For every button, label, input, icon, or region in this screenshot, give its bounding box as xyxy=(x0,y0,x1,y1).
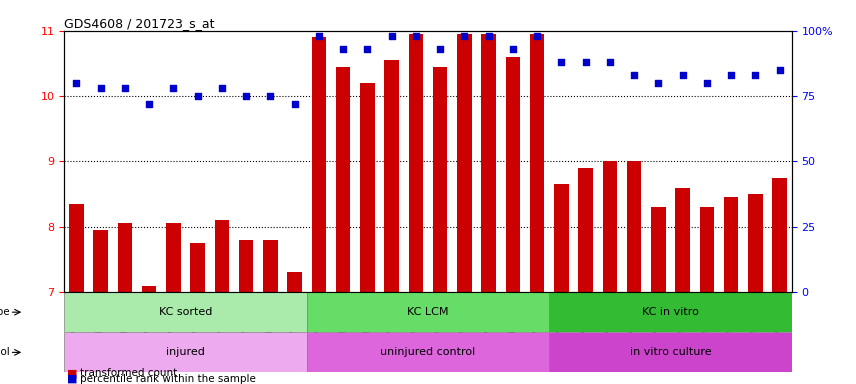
Text: in vitro culture: in vitro culture xyxy=(630,348,711,358)
Bar xyxy=(384,60,399,292)
Bar xyxy=(69,204,84,292)
Bar xyxy=(117,223,132,292)
Point xyxy=(264,93,277,99)
Bar xyxy=(506,57,520,292)
Bar xyxy=(64,332,306,372)
Bar xyxy=(263,240,277,292)
Point xyxy=(700,80,714,86)
Point xyxy=(312,33,325,39)
Point xyxy=(239,93,253,99)
Point xyxy=(384,33,398,39)
Bar xyxy=(772,178,787,292)
Point xyxy=(360,46,374,52)
Bar xyxy=(675,187,690,292)
Point xyxy=(457,33,471,39)
Bar xyxy=(481,34,496,292)
Bar xyxy=(651,207,666,292)
Bar xyxy=(603,161,617,292)
Point xyxy=(336,46,350,52)
Point xyxy=(433,46,447,52)
Bar xyxy=(336,67,350,292)
Bar xyxy=(748,194,763,292)
Text: KC sorted: KC sorted xyxy=(158,307,212,317)
Bar xyxy=(724,197,739,292)
Text: KC in vitro: KC in vitro xyxy=(642,307,699,317)
Text: protocol: protocol xyxy=(0,348,9,358)
Point xyxy=(555,59,568,65)
Point xyxy=(191,93,205,99)
Point xyxy=(773,67,787,73)
Bar xyxy=(550,292,792,332)
Point xyxy=(651,80,665,86)
Bar xyxy=(312,37,326,292)
Text: injured: injured xyxy=(166,348,205,358)
Point xyxy=(215,85,229,91)
Point xyxy=(166,85,180,91)
Bar xyxy=(288,273,302,292)
Bar xyxy=(166,223,181,292)
Point xyxy=(627,72,641,78)
Point xyxy=(506,46,520,52)
Bar xyxy=(215,220,229,292)
Point xyxy=(748,72,763,78)
Text: KC LCM: KC LCM xyxy=(407,307,449,317)
Bar xyxy=(408,34,423,292)
Text: GDS4608 / 201723_s_at: GDS4608 / 201723_s_at xyxy=(64,17,215,30)
Text: ■: ■ xyxy=(67,368,77,378)
Bar xyxy=(306,332,550,372)
Bar xyxy=(579,168,593,292)
Bar xyxy=(627,161,641,292)
Point xyxy=(603,59,616,65)
Text: transformed count: transformed count xyxy=(80,368,177,378)
Point xyxy=(482,33,496,39)
Bar xyxy=(142,286,157,292)
Point xyxy=(142,101,156,107)
Point xyxy=(724,72,738,78)
Bar xyxy=(550,332,792,372)
Point xyxy=(530,33,544,39)
Point xyxy=(118,85,132,91)
Text: uninjured control: uninjured control xyxy=(380,348,476,358)
Point xyxy=(288,101,301,107)
Text: ■: ■ xyxy=(67,374,77,384)
Bar xyxy=(554,184,568,292)
Point xyxy=(69,80,83,86)
Bar xyxy=(190,243,205,292)
Bar xyxy=(64,292,306,332)
Bar xyxy=(306,292,550,332)
Bar xyxy=(530,34,544,292)
Point xyxy=(409,33,423,39)
Text: cell type: cell type xyxy=(0,307,9,317)
Point xyxy=(579,59,592,65)
Bar xyxy=(239,240,253,292)
Bar xyxy=(433,67,448,292)
Point xyxy=(676,72,690,78)
Point xyxy=(93,85,108,91)
Bar xyxy=(93,230,108,292)
Text: percentile rank within the sample: percentile rank within the sample xyxy=(80,374,255,384)
Bar xyxy=(457,34,472,292)
Bar xyxy=(360,83,375,292)
Bar xyxy=(699,207,714,292)
